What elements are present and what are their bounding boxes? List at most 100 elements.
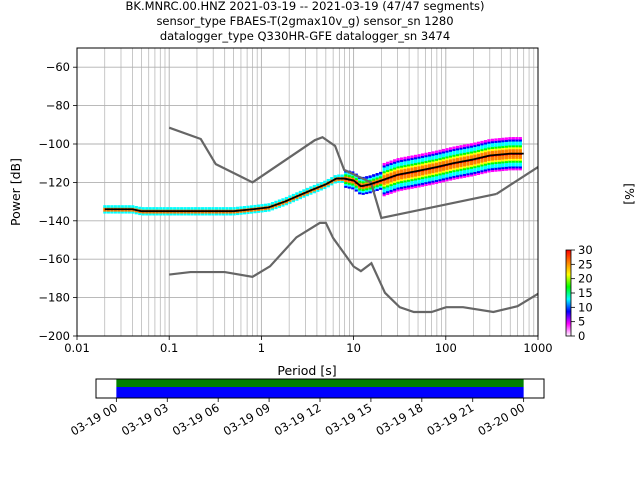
heatmap-cell: [396, 167, 400, 171]
heatmap-cell: [466, 151, 470, 155]
heatmap-cell: [375, 173, 379, 176]
heatmap-cell: [504, 141, 508, 144]
heatmap-cell: [518, 156, 522, 159]
heatmap-cell: [427, 153, 432, 157]
heatmap-cell: [354, 179, 358, 182]
heatmap-cell: [424, 173, 428, 177]
grid: [76, 48, 538, 337]
heatmap-cell: [407, 165, 411, 169]
heatmap-cell: [284, 196, 289, 200]
heatmap-cell: [358, 191, 362, 195]
heatmap-cell: [148, 212, 152, 216]
heatmap-cell: [413, 162, 418, 166]
heatmap-cell: [459, 150, 463, 154]
noise-models: [168, 126, 539, 314]
heatmap-cell: [448, 160, 453, 164]
heatmap-cell: [358, 182, 362, 185]
heatmap-cell: [166, 207, 170, 210]
heatmap-cell: [187, 212, 191, 216]
heatmap-cell: [518, 160, 522, 163]
time-tick-label: 03-19 18: [374, 400, 426, 438]
heatmap-cell: [225, 212, 229, 216]
heatmap-cell: [445, 159, 449, 163]
heatmap-cell: [197, 207, 201, 210]
heatmap-cell: [445, 161, 449, 165]
coverage-bars: [116, 379, 524, 398]
heatmap-cell: [400, 168, 404, 172]
heatmap-cell: [504, 156, 508, 160]
heatmap-cell: [407, 184, 411, 188]
heatmap-cell: [427, 175, 432, 178]
heatmap-cell: [480, 154, 484, 157]
heatmap-cell: [400, 157, 404, 161]
heatmap-cell: [487, 150, 491, 154]
heatmap-cell: [459, 154, 463, 158]
heatmap-cell: [127, 209, 131, 212]
heatmap-cell: [508, 137, 512, 140]
heatmap-cell: [473, 165, 477, 169]
heatmap-cell: [288, 195, 292, 198]
heatmap-cell: [407, 163, 411, 167]
heatmap-cell: [473, 163, 477, 167]
heatmap-cell: [407, 158, 411, 161]
heatmap-cell: [211, 207, 215, 210]
heatmap-cell: [393, 188, 397, 191]
heatmap-cell: [417, 181, 421, 184]
heatmap-cell: [403, 175, 407, 179]
heatmap-cell: [427, 155, 432, 159]
heatmap-cell: [379, 171, 383, 175]
heatmap-cell: [284, 202, 289, 206]
heatmap-cell: [194, 212, 198, 216]
heatmap-cell: [494, 149, 498, 153]
heatmap-cell: [379, 187, 383, 190]
heatmap-cell: [427, 176, 432, 180]
heatmap-cell: [389, 170, 393, 173]
heatmap-cell: [431, 160, 435, 164]
heatmap-cell: [386, 175, 390, 178]
heatmap-cell: [305, 193, 309, 197]
noise-model-high-tail: [495, 166, 539, 195]
heatmap-cell: [190, 212, 194, 216]
heatmap-cell: [420, 180, 425, 183]
heatmap-cell: [302, 189, 306, 192]
heatmap-cell: [131, 209, 135, 212]
heatmap-cell: [434, 160, 439, 163]
heatmap-cell: [497, 141, 501, 145]
heatmap-cell: [511, 144, 515, 148]
heatmap-cell: [253, 210, 257, 214]
heatmap-cell: [351, 171, 355, 174]
heatmap-cell: [330, 180, 334, 184]
heatmap-cell: [113, 210, 117, 214]
y-tick-label: −200: [38, 329, 70, 343]
heatmap-cell: [518, 150, 522, 154]
y-axis-ticks: −200 −180 −160 −140 −120 −100 −80 −60: [38, 60, 77, 343]
heatmap-cell: [466, 145, 470, 149]
heatmap-cell: [480, 171, 484, 175]
heatmap-cell: [340, 178, 344, 181]
heatmap-cell: [225, 210, 229, 214]
heatmap-cell: [386, 184, 390, 188]
heatmap-cell: [407, 177, 411, 180]
heatmap-cell: [469, 150, 474, 154]
heatmap-cell: [312, 190, 316, 194]
heatmap-cell: [448, 176, 453, 179]
heatmap-cell: [462, 171, 467, 175]
heatmap-cell: [490, 150, 494, 153]
heatmap-cell: [281, 202, 285, 205]
heatmap-cell: [221, 210, 226, 214]
heatmap-cell: [309, 192, 313, 195]
heatmap-cell: [476, 145, 481, 149]
heatmap-cell: [441, 156, 446, 160]
heatmap-cell: [333, 180, 337, 184]
heatmap-cell: [508, 142, 512, 146]
heatmap-cell: [103, 205, 107, 208]
heatmap-cell: [260, 209, 264, 213]
colorbar-tick-label: 0: [578, 329, 585, 343]
heatmap-cell: [511, 137, 515, 140]
heatmap-cell: [462, 157, 467, 161]
heatmap-cell: [407, 175, 411, 178]
heatmap-cell: [452, 173, 456, 176]
heatmap-cell: [424, 160, 428, 163]
heatmap-cell: [302, 193, 306, 196]
heatmap-cell: [211, 212, 215, 216]
